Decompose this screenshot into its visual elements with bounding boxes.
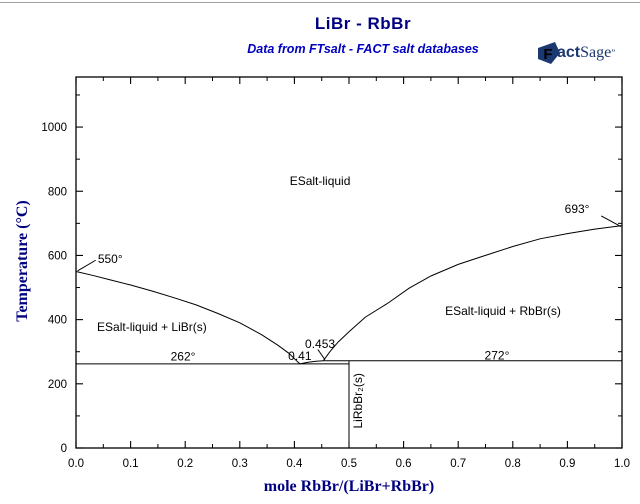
x-axis-tick-label: 0.9 <box>559 458 575 470</box>
chart-subtitle: Data from FTsalt - FACT salt databases <box>247 42 479 56</box>
eutectic-composition: 0.41 <box>288 349 312 363</box>
x-axis-tick-label: 0.4 <box>286 458 303 470</box>
leader-693 <box>601 215 622 227</box>
leader-0453 <box>317 349 326 361</box>
x-axis-tick-label: 0.6 <box>396 458 412 470</box>
y-axis-tick-label: 200 <box>48 379 67 391</box>
y-axis-tick-label: 800 <box>48 186 67 198</box>
factsage-text-act: act <box>557 44 581 61</box>
region-liquid-libr: ESalt-liquid + LiBr(s) <box>97 320 207 334</box>
eutectic-temperature: 262° <box>171 350 196 364</box>
rbbr-melting-point: 693° <box>565 202 590 216</box>
y-axis-tick-label: 1000 <box>41 122 67 134</box>
x-axis-tick-label: 0.2 <box>177 458 193 470</box>
liquidus-libr <box>75 271 301 365</box>
svg-text:F: F <box>543 46 552 63</box>
x-axis-tick-label: 0.5 <box>341 458 357 470</box>
region-liquid-rbbr: ESalt-liquid + RbBr(s) <box>445 304 561 318</box>
leader-550 <box>77 259 96 272</box>
chart-title: LiBr - RbBr <box>314 14 412 33</box>
x-axis-tick-label: 0.7 <box>450 458 466 470</box>
x-axis-tick-label: 0.1 <box>123 458 139 470</box>
x-axis-tick-label: 0.0 <box>68 458 84 470</box>
region-liquid: ESalt-liquid <box>290 174 351 188</box>
libr-melting-point: 550° <box>98 252 123 266</box>
liquidus-rbbr <box>322 225 623 361</box>
y-axis-tick-label: 600 <box>48 250 67 262</box>
y-axis-title: Temperature (°C) <box>14 200 31 322</box>
factsage-trademark: ” <box>611 48 616 58</box>
x-axis-tick-label: 1.0 <box>614 458 630 470</box>
factsage-text-sage: Sage <box>580 44 612 61</box>
liquidus-compound <box>299 360 324 365</box>
factsage-logo: F act Sage” <box>536 38 626 68</box>
y-axis-tick-label: 400 <box>48 315 67 327</box>
x-axis-tick-label: 0.8 <box>505 458 521 470</box>
y-axis-tick-label: 0 <box>61 443 67 455</box>
factsage-flag-icon: F <box>536 41 561 66</box>
peritectic-composition: 0.453 <box>305 337 335 351</box>
x-axis-tick-label: 0.3 <box>232 458 248 470</box>
x-axis-title: mole RbBr/(LiBr+RbBr) <box>263 478 435 495</box>
peritectic-temperature: 272° <box>485 348 510 362</box>
window-top-border <box>0 2 640 3</box>
region-librbbr2: LiRbBr₂(s) <box>351 373 365 428</box>
